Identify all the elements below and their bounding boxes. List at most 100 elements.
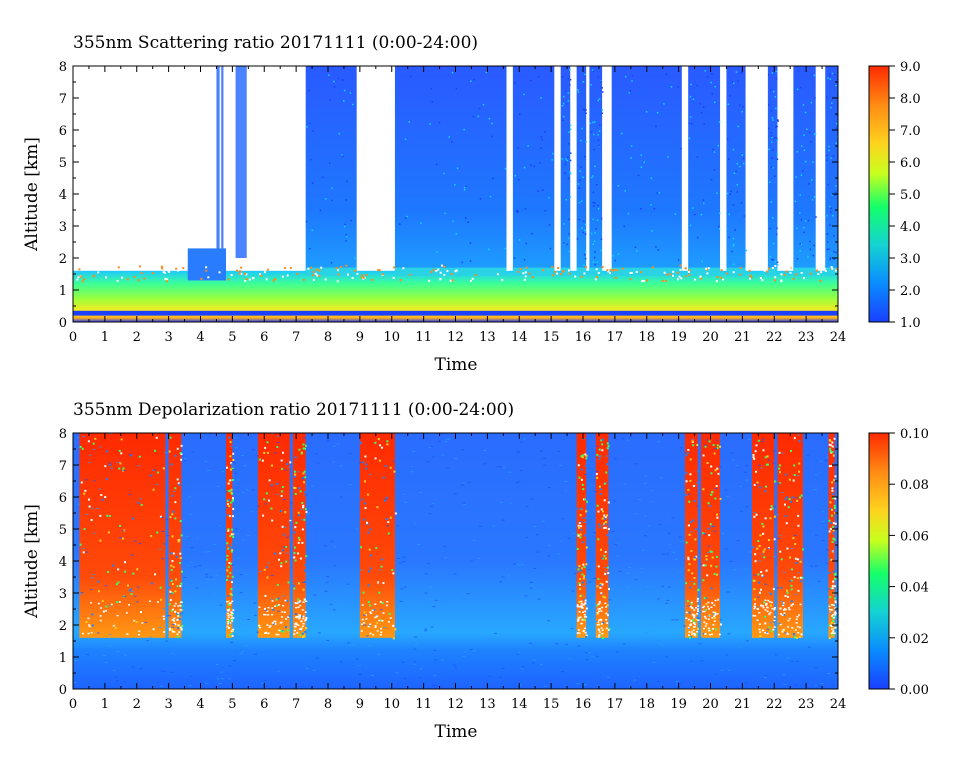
- bg-noise: [363, 624, 367, 626]
- depol-speck: [828, 519, 831, 522]
- depol-white-speck: [600, 619, 603, 622]
- depol-speck: [299, 490, 302, 493]
- noise-speck: [812, 161, 814, 163]
- bg-noise: [253, 614, 257, 616]
- y-tick-label: 3: [59, 587, 67, 602]
- depol-white-speck: [370, 612, 373, 615]
- texture-speck: [76, 278, 79, 281]
- bg-noise: [781, 452, 785, 454]
- bg-noise: [532, 662, 536, 664]
- bg-noise: [164, 452, 168, 454]
- depol-speck: [832, 537, 835, 540]
- noise-speck: [469, 260, 472, 262]
- texture-speck: [92, 275, 95, 278]
- depol-white-speck: [753, 606, 756, 608]
- depol-speck: [828, 530, 831, 533]
- bg-noise: [313, 594, 317, 596]
- depol-speck: [597, 635, 600, 638]
- bg-noise: [627, 586, 631, 588]
- bg-noise: [424, 615, 428, 617]
- depol-white-speck: [689, 624, 692, 626]
- cloud-column: [560, 66, 571, 274]
- depol-speck: [369, 604, 372, 607]
- bg-noise: [383, 626, 387, 628]
- noise-speck: [826, 241, 829, 243]
- depol-speck: [393, 470, 396, 473]
- noise-speck: [515, 210, 518, 213]
- noise-speck: [584, 109, 586, 111]
- depol-white-speck: [753, 603, 756, 605]
- texture-speck: [643, 279, 646, 282]
- texture-speck: [646, 279, 649, 282]
- bg-noise: [790, 547, 794, 549]
- depol-speck: [799, 576, 802, 579]
- depol-speck: [831, 616, 834, 619]
- texture-speck: [451, 279, 454, 282]
- depol-white-speck: [284, 599, 287, 602]
- depol-speck: [231, 575, 234, 578]
- depol-speck: [758, 581, 761, 584]
- depol-speck: [301, 528, 304, 531]
- depol-speck: [367, 584, 370, 587]
- noise-speck: [464, 217, 467, 219]
- texture-speck: [720, 276, 723, 279]
- noise-speck: [702, 199, 705, 201]
- depol-speck: [261, 459, 264, 462]
- depol-speck: [762, 449, 765, 452]
- bg-noise: [782, 571, 786, 573]
- depol-speck: [584, 599, 587, 602]
- depol-white-speck: [758, 628, 761, 631]
- depol-speck: [293, 587, 296, 590]
- cloud-base: [560, 267, 571, 276]
- bg-noise: [515, 482, 519, 484]
- x-tick-label: 1: [101, 330, 109, 345]
- texture-speck: [361, 274, 364, 277]
- bg-noise: [539, 450, 543, 452]
- depol-speck: [304, 563, 307, 566]
- bg-noise: [616, 651, 620, 653]
- depol-speck: [715, 485, 718, 488]
- depol-speck: [790, 500, 793, 503]
- noise-speck: [716, 192, 718, 194]
- depol-speck: [283, 533, 286, 536]
- depol-speck: [280, 494, 283, 497]
- bg-noise: [204, 551, 208, 553]
- depol-white-speck: [174, 623, 177, 626]
- bg-noise: [513, 563, 517, 565]
- depol-speck: [179, 552, 182, 555]
- texture-speck: [96, 265, 99, 268]
- depol-white-speck: [766, 606, 769, 609]
- bg-noise: [644, 482, 648, 484]
- noise-speck: [612, 255, 615, 257]
- bg-noise: [517, 450, 521, 452]
- bg-noise: [171, 652, 175, 654]
- texture-speck: [227, 278, 230, 281]
- texture-speck: [750, 276, 753, 279]
- texture-speck: [583, 272, 586, 275]
- depol-white-speck: [297, 601, 300, 603]
- depol-speck: [381, 558, 384, 561]
- bg-noise: [747, 438, 751, 440]
- depol-speck: [786, 589, 789, 592]
- depol-speck: [180, 611, 183, 614]
- depol-speck: [759, 486, 762, 489]
- depol-white-speck: [706, 605, 709, 608]
- noise-speck: [582, 108, 585, 111]
- depol-speck: [297, 511, 300, 514]
- depol-speck: [710, 472, 713, 475]
- depol-speck: [577, 570, 580, 573]
- bg-noise: [672, 551, 676, 553]
- texture-speck: [340, 266, 343, 269]
- bg-noise: [370, 675, 374, 677]
- depol-speck: [578, 526, 581, 529]
- depol-speck: [80, 481, 83, 484]
- depol-white-speck: [294, 626, 297, 628]
- noise-speck: [829, 78, 832, 81]
- depol-white-speck: [765, 602, 768, 605]
- depol-speck: [177, 540, 180, 543]
- depol-white-speck: [304, 619, 307, 622]
- depol-speck: [692, 622, 695, 625]
- bg-noise: [667, 586, 671, 588]
- depol-speck: [363, 611, 366, 614]
- bg-noise: [339, 496, 343, 498]
